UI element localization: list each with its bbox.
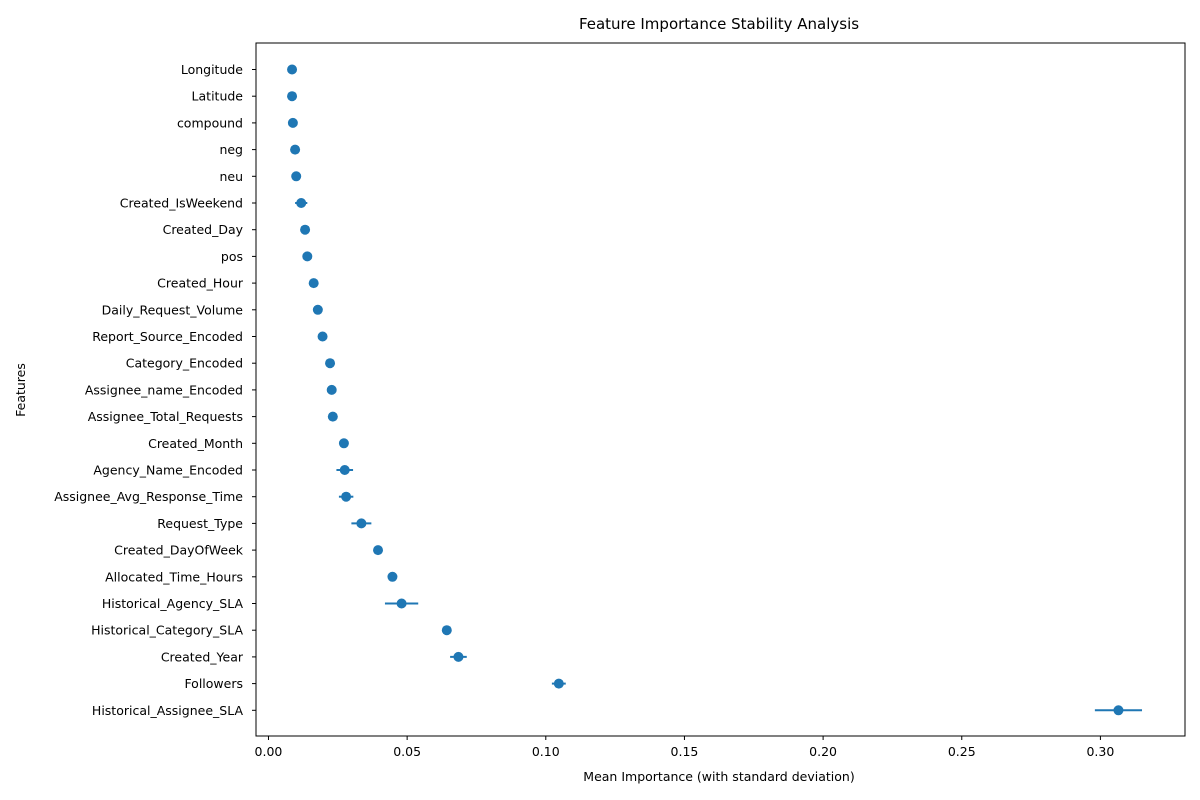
x-tick-label: 0.20 — [809, 744, 837, 759]
data-point-group — [551, 678, 566, 689]
data-point — [339, 465, 350, 475]
data-point-group — [351, 518, 372, 529]
data-point-group — [338, 438, 349, 449]
axes-frame — [255, 42, 1186, 737]
data-point — [287, 91, 298, 102]
data-point-group — [387, 571, 398, 582]
y-tick-label: Assignee_name_Encoded — [85, 382, 243, 397]
data-point — [553, 678, 564, 689]
y-tick-label: Allocated_Time_Hours — [105, 569, 243, 584]
data-point — [287, 117, 298, 128]
y-tick-label: Created_IsWeekend — [120, 196, 243, 211]
y-tick-label: Historical_Category_SLA — [91, 623, 243, 638]
data-point-group — [295, 198, 308, 208]
y-tick-label: Latitude — [192, 89, 244, 104]
data-point — [302, 251, 313, 262]
data-point-group — [291, 171, 302, 182]
y-tick-label: Historical_Assignee_SLA — [92, 703, 244, 718]
y-tick-label: neu — [219, 169, 243, 184]
data-point — [387, 571, 398, 582]
data-point-group — [441, 625, 452, 636]
data-point-group — [287, 91, 298, 102]
data-point — [296, 198, 307, 208]
y-tick-label: pos — [221, 249, 243, 264]
data-point-group — [300, 224, 311, 235]
y-tick-label: Followers — [184, 676, 243, 691]
y-axis: Longitude Latitude compound neg neu Created_I… — [54, 62, 256, 718]
x-tick-label: 0.15 — [671, 744, 699, 759]
y-tick-label: Agency_Name_Encoded — [93, 463, 243, 478]
data-point — [287, 64, 298, 75]
y-tick-label: Created_DayOfWeek — [114, 543, 244, 558]
data-point-group — [312, 304, 323, 315]
y-tick-label: Created_Hour — [157, 276, 244, 291]
data-point-group — [287, 64, 298, 75]
data-point-group — [373, 545, 384, 556]
y-tick-label: Created_Day — [163, 222, 244, 237]
x-tick-label: 0.05 — [393, 744, 421, 759]
data-point — [325, 358, 336, 369]
data-point — [327, 411, 338, 422]
y-tick-label: Created_Year — [161, 649, 244, 664]
data-point-group — [384, 598, 419, 609]
y-tick-label: Request_Type — [157, 516, 243, 531]
data-point-group — [308, 278, 319, 289]
y-tick-label: Assignee_Total_Requests — [88, 409, 243, 424]
data-point-group — [1094, 705, 1143, 716]
y-tick-label: Historical_Agency_SLA — [102, 596, 244, 611]
x-tick-label: 0.10 — [532, 744, 560, 759]
data-point — [1113, 705, 1124, 716]
x-tick-label: 0.25 — [948, 744, 976, 759]
y-tick-label: Assignee_Avg_Response_Time — [54, 489, 243, 504]
data-point-group — [290, 144, 301, 155]
data-point — [341, 491, 352, 502]
data-point-group — [302, 251, 313, 262]
data-point — [396, 598, 407, 609]
x-axis-label: Mean Importance (with standard deviation… — [583, 769, 854, 784]
x-tick-label: 0.30 — [1086, 744, 1114, 759]
data-point — [356, 518, 367, 529]
data-point — [308, 278, 319, 289]
data-point — [373, 545, 384, 556]
data-point-group — [326, 384, 337, 395]
data-point — [300, 224, 311, 235]
data-point-group — [317, 331, 328, 342]
data-point — [326, 384, 337, 395]
chart-title: Feature Importance Stability Analysis — [579, 15, 859, 33]
data-point-group — [450, 651, 467, 662]
y-tick-label: Daily_Request_Volume — [102, 302, 244, 317]
x-axis: 0.00 0.05 0.10 0.15 0.20 0.25 0.30 — [255, 736, 1114, 759]
data-point-group — [325, 358, 336, 369]
y-tick-label: Longitude — [181, 62, 243, 77]
data-point-group — [338, 491, 354, 502]
data-point — [312, 304, 323, 315]
y-tick-label: compound — [177, 115, 243, 130]
y-tick-label: Category_Encoded — [126, 356, 243, 371]
y-tick-label: Created_Month — [148, 436, 243, 451]
data-point — [338, 438, 349, 449]
y-axis-label: Features — [13, 363, 28, 417]
data-point-group — [327, 411, 338, 422]
data-point — [317, 331, 328, 342]
x-tick-label: 0.00 — [255, 744, 283, 759]
data-point-group — [287, 117, 298, 128]
data-point-group — [336, 465, 354, 475]
plot-area — [287, 64, 1143, 716]
data-point — [291, 171, 302, 182]
data-point — [441, 625, 452, 636]
y-tick-label: neg — [219, 142, 243, 157]
y-tick-label: Report_Source_Encoded — [92, 329, 243, 344]
data-point — [290, 144, 301, 155]
data-point — [453, 651, 464, 662]
